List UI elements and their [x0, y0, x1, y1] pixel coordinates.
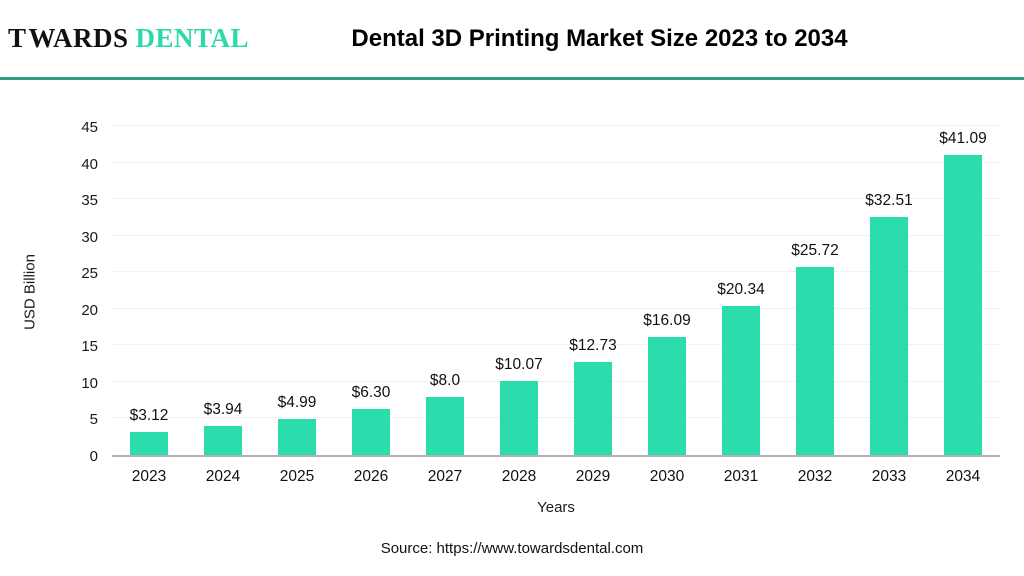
bar-value-label-2024: $3.94 — [203, 401, 243, 419]
bar-2024 — [204, 426, 242, 455]
bar-2028 — [500, 381, 538, 455]
logo-text-suffix: DENTAL — [135, 23, 250, 53]
bar-value-label-2031: $20.34 — [717, 281, 765, 299]
chart-title: Dental 3D Printing Market Size 2023 to 2… — [351, 24, 848, 52]
logo-text-rest: WARDS — [28, 23, 129, 53]
bar-2033 — [870, 217, 908, 455]
bar-2025 — [278, 418, 316, 455]
plot-area: $3.12 2023 $3.94 2024 $4.99 2025 $6.30 2026 $8.0… — [112, 125, 1000, 485]
bar-value-label-2029: $12.73 — [569, 336, 617, 354]
gridline-30 — [112, 234, 1000, 236]
bar-slot-2033: $32.51 2033 — [852, 128, 926, 485]
bar-slot-2028: $10.07 2028 — [482, 128, 556, 485]
x-tick-2027: 2027 — [427, 468, 463, 485]
bar-value-label-2028: $10.07 — [495, 356, 543, 374]
x-tick-2028: 2028 — [501, 468, 537, 485]
brand-logo: T WARDS DENTAL — [0, 23, 249, 54]
bar-slot-2032: $25.72 2032 — [778, 128, 852, 485]
y-tick-5: 5 — [89, 411, 98, 429]
source-text: Source: https://www.towardsdental.com — [380, 540, 644, 557]
x-tick-2025: 2025 — [279, 468, 315, 485]
bar-value-label-2026: $6.30 — [351, 383, 391, 401]
gridline-10 — [112, 380, 1000, 382]
x-tick-2033: 2033 — [871, 468, 907, 485]
x-tick-2026: 2026 — [353, 468, 389, 485]
bar-2026 — [352, 408, 390, 455]
bar-slot-2025: $4.99 2025 — [260, 128, 334, 485]
bar-value-label-2032: $25.72 — [791, 241, 839, 259]
y-tick-45: 45 — [81, 119, 98, 136]
bar-slot-2031: $20.34 2031 — [704, 128, 778, 485]
x-tick-2030: 2030 — [649, 468, 685, 485]
y-tick-30: 30 — [81, 228, 98, 246]
bar-value-label-2025: $4.99 — [277, 393, 317, 411]
y-tick-40: 40 — [81, 155, 98, 173]
bar-2034 — [944, 154, 982, 455]
y-tick-35: 35 — [81, 192, 98, 210]
bar-slot-2024: $3.94 2024 — [186, 128, 260, 485]
bar-slot-2027: $8.0 2027 — [408, 128, 482, 485]
logo-text-prefix: T — [8, 23, 27, 53]
bar-slot-2029: $12.73 2029 — [556, 128, 630, 485]
gridline-45 — [112, 125, 1000, 126]
bar-series: $3.12 2023 $3.94 2024 $4.99 2025 $6.30 2026 $8.0… — [112, 128, 1000, 485]
y-tick-15: 15 — [81, 338, 98, 356]
x-tick-2031: 2031 — [723, 468, 759, 485]
bar-slot-2026: $6.30 2026 — [334, 128, 408, 485]
bar-value-label-2034: $41.09 — [939, 129, 987, 147]
x-tick-2032: 2032 — [797, 468, 833, 485]
bar-value-label-2023: $3.12 — [129, 407, 169, 425]
y-tick-20: 20 — [81, 301, 98, 319]
x-axis-label: Years — [537, 499, 575, 516]
y-axis-ticks: 0 5 10 15 20 25 30 35 40 45 — [0, 119, 104, 465]
bar-2027 — [426, 396, 464, 455]
gridline-5 — [112, 417, 1000, 419]
bar-value-label-2030: $16.09 — [643, 312, 691, 330]
y-tick-25: 25 — [81, 265, 98, 283]
x-tick-2029: 2029 — [575, 468, 611, 485]
bar-value-label-2033: $32.51 — [865, 192, 913, 210]
y-tick-0: 0 — [89, 448, 98, 465]
gridline-35 — [112, 198, 1000, 200]
x-tick-2024: 2024 — [205, 468, 241, 485]
bar-2023 — [130, 432, 168, 455]
bar-2031 — [722, 306, 760, 455]
bar-2030 — [648, 337, 686, 455]
bar-slot-2023: $3.12 2023 — [112, 128, 186, 485]
x-tick-2034: 2034 — [945, 468, 981, 485]
gridline-25 — [112, 271, 1000, 273]
bar-2032 — [796, 266, 834, 455]
bar-slot-2030: $16.09 2030 — [630, 128, 704, 485]
bar-value-label-2027: $8.0 — [429, 371, 461, 389]
header: T WARDS DENTAL Dental 3D Printing Market… — [0, 0, 1024, 80]
bar-slot-2034: $41.09 2034 — [926, 128, 1000, 485]
gridline-15 — [112, 344, 1000, 346]
y-tick-10: 10 — [81, 374, 98, 392]
gridline-40 — [112, 161, 1000, 163]
gridline-20 — [112, 307, 1000, 309]
bar-2029 — [574, 361, 612, 455]
x-tick-2023: 2023 — [131, 468, 167, 485]
